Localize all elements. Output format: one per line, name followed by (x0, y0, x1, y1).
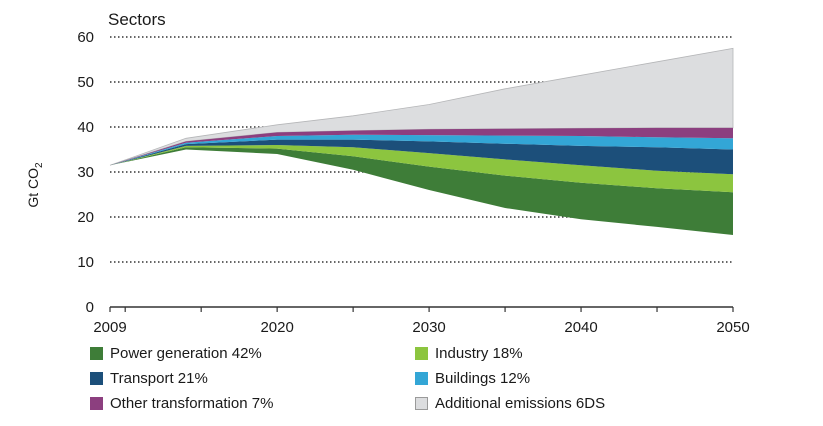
chart-title: Sectors (108, 10, 166, 29)
legend-item: Industry 18% (415, 345, 523, 362)
legend-label: Industry 18% (435, 345, 523, 362)
y-tick-label: 40 (77, 119, 94, 136)
legend-swatch (415, 397, 428, 410)
x-tick-label: 2009 (93, 319, 126, 336)
area-industry-18 (110, 145, 733, 193)
area-buildings-12 (110, 134, 733, 166)
x-tick-label: 2030 (412, 319, 445, 336)
legend-label: Transport 21% (110, 370, 208, 387)
x-tick-label: 2040 (564, 319, 597, 336)
x-tick-label: 2020 (260, 319, 293, 336)
legend-swatch (415, 347, 428, 360)
x-tick-label: 2050 (716, 319, 749, 336)
legend-label: Power generation 42% (110, 345, 262, 362)
area-transport-21 (110, 139, 733, 175)
y-tick-label: 0 (86, 299, 94, 316)
legend-swatch (90, 372, 103, 385)
legend-item: Additional emissions 6DS (415, 395, 605, 412)
legend-swatch (415, 372, 428, 385)
y-tick-label: 20 (77, 209, 94, 226)
legend-item: Other transformation 7% (90, 395, 273, 412)
y-tick-label: 10 (77, 254, 94, 271)
y-tick-label: 50 (77, 74, 94, 91)
legend-label: Additional emissions 6DS (435, 395, 606, 412)
legend-item: Power generation 42% (90, 345, 262, 362)
y-axis-label: Gt CO2 (25, 162, 45, 208)
legend-swatch (90, 347, 103, 360)
area-series (109, 47, 734, 235)
legend-label: Buildings 12% (435, 370, 531, 387)
y-tick-label: 30 (77, 164, 94, 181)
legend-item: Buildings 12% (415, 370, 530, 387)
legend-label: Other transformation 7% (110, 395, 274, 412)
y-tick-label: 60 (77, 29, 94, 46)
area-other-transformation-7 (110, 127, 733, 166)
legend-item: Transport 21% (90, 370, 208, 387)
legend-swatch (90, 397, 103, 410)
area-power-generation-42 (110, 147, 733, 235)
